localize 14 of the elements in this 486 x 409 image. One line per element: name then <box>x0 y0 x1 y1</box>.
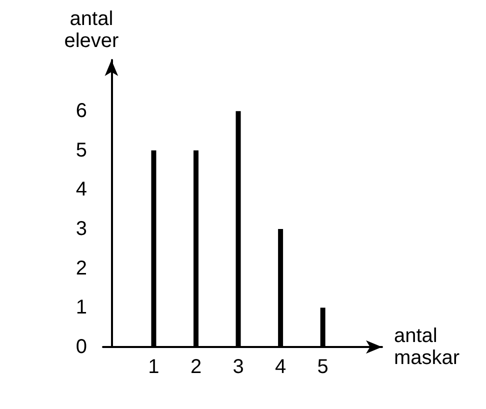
y-tick-label: 5 <box>76 139 87 162</box>
x-tick-label: 4 <box>274 356 286 378</box>
x-tick-label: 5 <box>317 356 328 378</box>
x-tick-label: 2 <box>190 356 202 378</box>
x-tick-label: 1 <box>148 356 160 378</box>
y-tick-label: 1 <box>76 296 87 319</box>
y-axis-title: antal elever <box>64 8 120 52</box>
y-tick-label: 4 <box>76 178 87 201</box>
y-tick-label: 2 <box>76 257 87 280</box>
x-axis-title: antal maskar <box>394 325 460 369</box>
x-tick-label: 3 <box>232 356 244 378</box>
y-tick-label: 6 <box>76 100 87 122</box>
y-tick-label: 0 <box>76 336 87 358</box>
y-tick-label: 3 <box>76 218 87 240</box>
